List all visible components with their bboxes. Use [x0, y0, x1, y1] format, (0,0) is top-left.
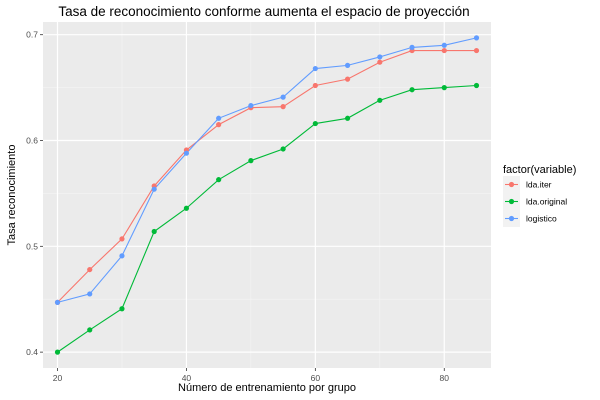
data-point-lda-iter	[87, 266, 93, 273]
x-tick-label: 80	[440, 373, 450, 383]
series-points	[54, 35, 480, 355]
series-line-lda-original	[57, 84, 477, 353]
series-line-logistico	[57, 37, 477, 303]
data-point-lda-original	[87, 327, 93, 333]
data-point-lda-original	[409, 87, 415, 93]
data-point-logistico	[312, 65, 318, 72]
data-point-lda-iter	[441, 47, 447, 54]
data-point-lda-original	[216, 177, 222, 183]
tick-labels: 20 40 60 80 0.4 0.5 0.6 0.7	[26, 30, 449, 383]
legend: factor(variable) lda.iter lda.original log…	[503, 164, 576, 227]
y-tick-label: 0.7	[26, 30, 38, 40]
data-point-logistico	[183, 150, 190, 156]
axis-ticks	[40, 34, 445, 371]
chart-title: Tasa de reconocimiento conforme aumenta …	[58, 4, 469, 19]
major-gridlines	[43, 22, 491, 368]
data-point-logistico	[54, 299, 61, 305]
data-point-lda-original	[473, 82, 480, 89]
y-tick-label: 0.4	[26, 347, 38, 357]
y-tick-label: 0.6	[26, 136, 38, 146]
data-point-logistico	[409, 44, 415, 50]
data-point-lda-original	[151, 228, 157, 235]
series-line-lda-iter	[57, 50, 477, 303]
legend-label-lda-iter: lda.iter	[526, 180, 552, 190]
legend-title: factor(variable)	[503, 164, 576, 176]
legend-marker-lda-original	[508, 198, 515, 205]
y-axis-title: Tasa reconocimiento	[6, 145, 18, 246]
x-axis-title: Número de entrenamiento por grupo	[178, 382, 356, 394]
data-point-lda-original	[183, 205, 190, 211]
data-point-lda-iter	[344, 76, 351, 82]
legend-label-lda-original: lda.original	[526, 197, 567, 207]
data-point-logistico	[441, 42, 447, 48]
data-point-logistico	[473, 35, 480, 41]
data-point-lda-original	[441, 85, 447, 91]
legend-marker-logistico	[508, 215, 515, 222]
series-lines	[57, 37, 477, 353]
x-tick-label: 40	[182, 373, 192, 383]
x-tick-label: 60	[311, 373, 321, 383]
data-point-lda-original	[377, 97, 383, 103]
data-point-lda-iter	[216, 122, 222, 128]
minor-gridlines	[43, 22, 491, 368]
x-tick-label: 20	[53, 373, 63, 383]
data-point-lda-original	[312, 120, 318, 127]
data-point-logistico	[377, 54, 383, 60]
data-point-lda-iter	[473, 47, 480, 54]
data-point-logistico	[151, 186, 157, 192]
y-tick-label: 0.5	[26, 241, 38, 251]
data-point-lda-original	[344, 115, 351, 121]
data-point-logistico	[344, 62, 351, 68]
data-point-logistico	[248, 102, 254, 109]
data-point-lda-original	[119, 306, 125, 312]
data-point-lda-iter	[119, 236, 125, 242]
data-point-lda-iter	[312, 82, 318, 89]
data-point-lda-original	[248, 158, 254, 164]
data-point-lda-original	[54, 349, 61, 355]
data-point-logistico	[119, 253, 125, 259]
data-point-lda-iter	[280, 104, 286, 110]
data-point-logistico	[280, 94, 286, 100]
legend-marker-lda-iter	[508, 181, 515, 188]
legend-items: lda.iter lda.original logistico	[503, 176, 567, 227]
data-point-logistico	[87, 291, 93, 297]
data-point-logistico	[216, 115, 222, 121]
plot-panel	[43, 22, 491, 368]
data-point-lda-original	[280, 146, 286, 152]
data-point-lda-iter	[377, 59, 383, 65]
legend-label-logistico: logistico	[526, 214, 557, 224]
